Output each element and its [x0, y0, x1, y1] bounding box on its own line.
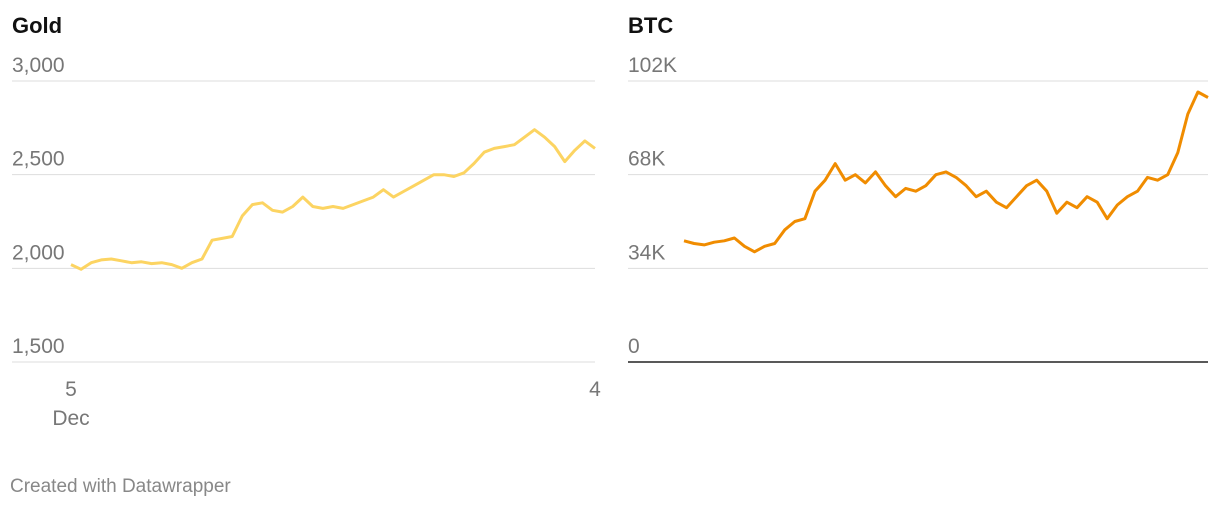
data-line [683, 90, 1209, 254]
y-tick-label: 2,000 [12, 241, 65, 264]
footer: Created with Datawrapper [10, 476, 231, 497]
data-line [70, 128, 596, 271]
y-tick-label: 3,000 [12, 54, 65, 77]
y-tick-label: 68K [628, 148, 665, 171]
y-tick-label: 1,500 [12, 335, 65, 358]
y-tick-label: 2,500 [12, 148, 65, 171]
x-tick-label: 4 [589, 378, 601, 401]
y-tick-label: 34K [628, 241, 665, 264]
chart-title: Gold [12, 13, 62, 38]
x-tick-label: 5 [65, 378, 77, 401]
y-tick-label: 102K [628, 54, 677, 77]
x-month-label: Dec [52, 407, 89, 430]
y-tick-label: 0 [628, 335, 640, 358]
chart-title: BTC [628, 13, 673, 38]
